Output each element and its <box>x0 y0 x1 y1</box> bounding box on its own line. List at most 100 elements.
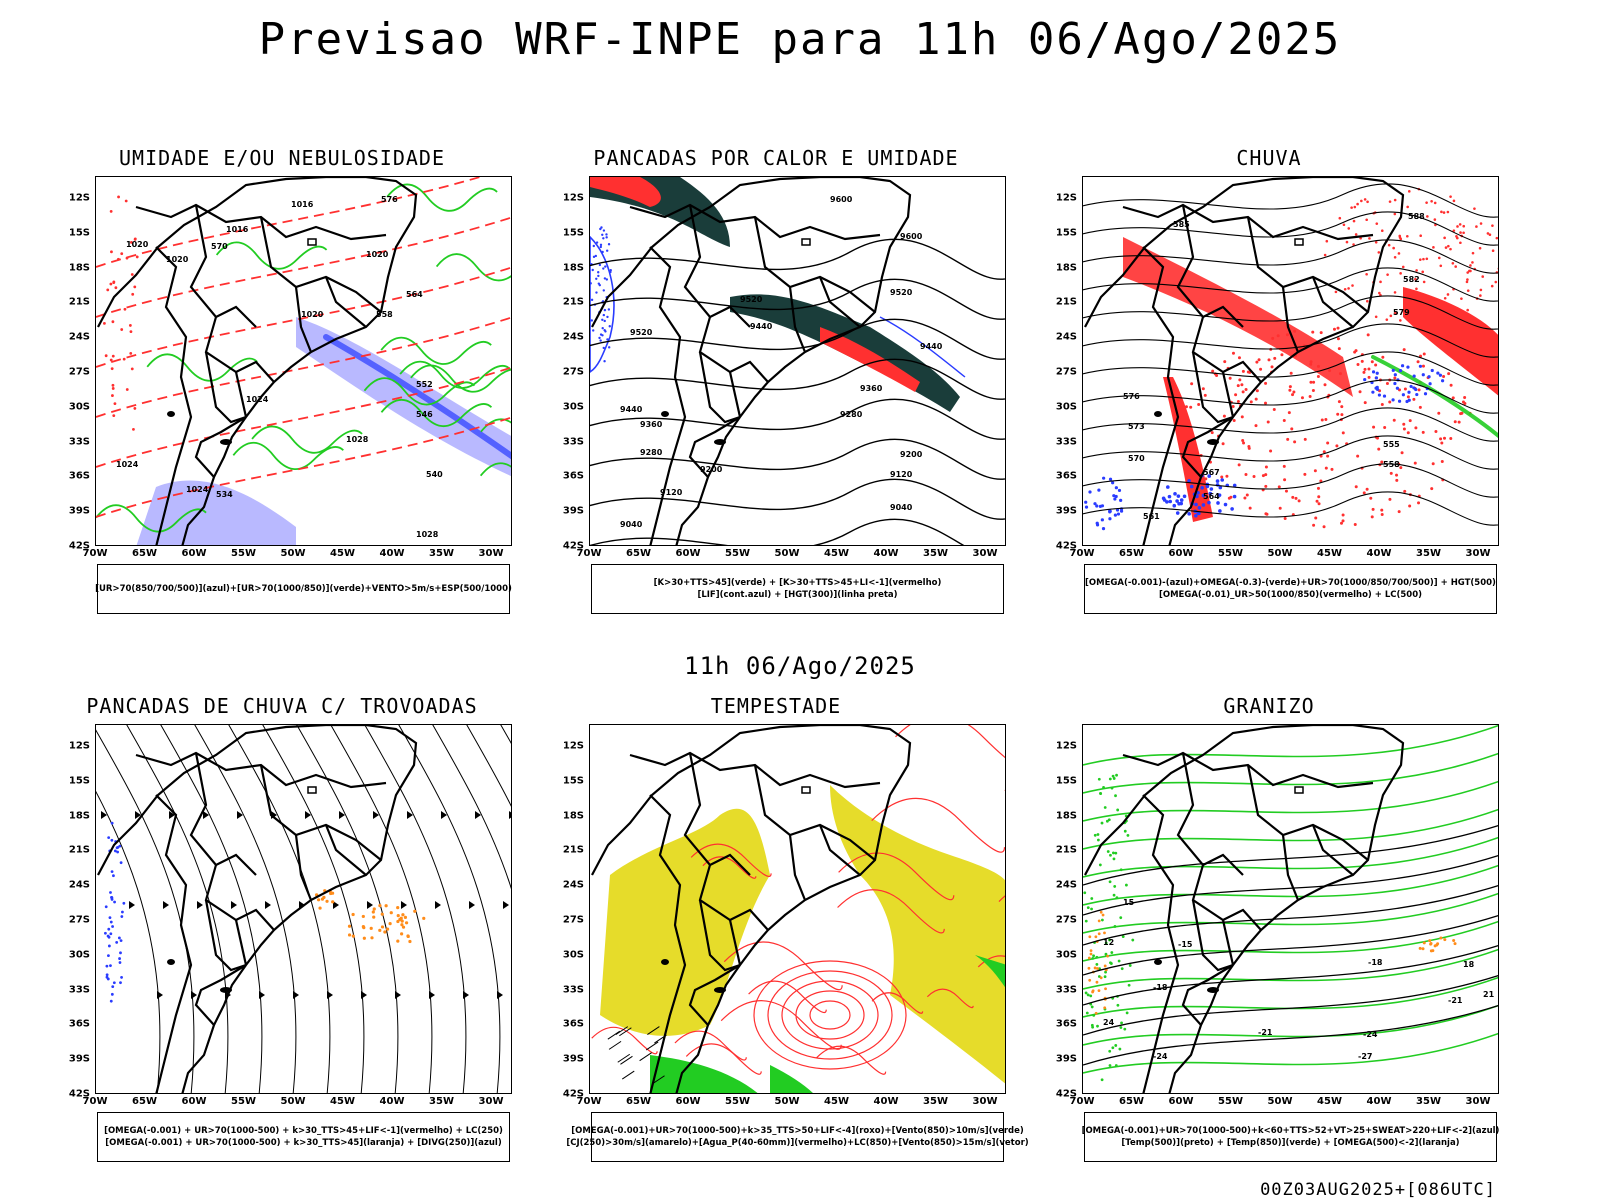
lat-tick-label: 27S <box>68 914 90 926</box>
lon-tick-label: 30W <box>972 1096 998 1107</box>
lat-tick-label: 18S <box>562 262 584 274</box>
lat-tick-label: 39S <box>562 505 584 517</box>
lon-tick-label: 70W <box>576 548 602 559</box>
map-chuva[interactable]: 585 588 582 579 576 573 570 567 564 561 558 555 <box>1082 176 1499 546</box>
lon-tick-label: 55W <box>725 1096 750 1107</box>
lat-axis: 12S 15S 18S 21S 24S 27S 30S 33S 36S 39S 42S <box>1039 176 1081 552</box>
lat-tick-label: 39S <box>1055 1053 1077 1065</box>
lat-tick-label: 36S <box>68 470 90 482</box>
legend-box: [OMEGA(-0.001)-(azul)+OMEGA(-0.3)-(verde… <box>1084 564 1497 614</box>
lat-tick-label: 39S <box>68 1053 90 1065</box>
contour-label: 1024 <box>186 485 209 494</box>
lat-tick-label: 33S <box>562 984 584 996</box>
map-canvas <box>591 725 1005 1093</box>
lat-tick-label: 33S <box>68 984 90 996</box>
map-tempestade[interactable] <box>589 724 1006 1094</box>
legend-line: [OMEGA(-0.01)_UR>50(1000/850)(vermelho) … <box>1158 590 1423 600</box>
legend-line: [LIF](cont.azul) + [HGT(300)](linha pret… <box>697 590 898 600</box>
legend-line: [UR>70(850/700/500)](azul)+[UR>70(1000/8… <box>95 584 512 594</box>
lon-tick-label: 45W <box>824 1096 849 1107</box>
map-pancadas-calor[interactable]: 9600 9600 9520 9520 9520 9440 9440 9440 9360 9360… <box>589 176 1006 546</box>
legend-box: [UR>70(850/700/500)](azul)+[UR>70(1000/8… <box>95 564 512 614</box>
lat-tick-label: 12S <box>68 192 90 204</box>
lat-tick-label: 24S <box>562 879 584 891</box>
lon-tick-label: 65W <box>1119 1096 1144 1107</box>
lon-axis: 70W 65W 60W 55W 50W 45W 40W 35W 30W <box>1070 1096 1499 1110</box>
contour-label: 1020 <box>126 240 149 249</box>
lon-tick-label: 50W <box>774 548 800 559</box>
legend-line: [OMEGA(-0.001) + UR>70(1000-500) + k>30_… <box>105 1138 502 1148</box>
lat-tick-label: 18S <box>1055 262 1077 274</box>
map-canvas: 585 588 582 579 576 573 570 567 564 561 558 555 <box>1083 177 1498 545</box>
lon-axis: 70W 65W 60W 55W 50W 45W 40W 35W 30W <box>577 548 1006 562</box>
panel-title: CHUVA <box>1236 146 1302 170</box>
lat-tick-label: 24S <box>68 331 90 343</box>
contour-label: 1020 <box>166 255 189 264</box>
contour-label: 573 <box>1128 422 1145 431</box>
lat-tick-label: 39S <box>1055 505 1077 517</box>
contour-label: 24 <box>1103 1018 1115 1027</box>
contour-label: -18 <box>1368 958 1383 967</box>
legend-box: [K>30+TTS>45](verde) + [K>30+TTS>45+LI<-… <box>591 564 1004 614</box>
lat-tick-label: 27S <box>68 366 90 378</box>
contour-label: -27 <box>1358 1052 1372 1061</box>
lat-tick-label: 33S <box>562 436 584 448</box>
contour-label: 552 <box>416 380 433 389</box>
lon-tick-label: 55W <box>231 1096 256 1107</box>
contour-label: 1020 <box>366 250 389 259</box>
lon-tick-label: 60W <box>181 1096 207 1107</box>
lat-tick-label: 15S <box>1055 227 1077 239</box>
panel-title: PANCADAS POR CALOR E UMIDADE <box>593 146 959 170</box>
lon-tick-label: 40W <box>379 548 405 559</box>
map-pancadas-trovoadas[interactable] <box>95 724 512 1094</box>
contour-label: 564 <box>1203 492 1220 501</box>
lat-tick-label: 30S <box>68 401 90 413</box>
map-canvas <box>96 725 511 1093</box>
map-granizo[interactable]: -15 -18 -18 -21 -21 -24 -24 -27 12 15 18 21 24 <box>1082 724 1499 1094</box>
contour-label: 9120 <box>660 488 683 497</box>
contour-label: 588 <box>1408 212 1425 221</box>
panel-pancadas-calor: PANCADAS POR CALOR E UMIDADE 12S 15S 18S 21… <box>546 146 1006 636</box>
panel-chuva: CHUVA 12S 15S 18S 21S 24S 27S 30S 33S 36S 39S 42S … <box>1039 146 1499 636</box>
map-umidade[interactable]: 1016 1016 1020 1020 1020 1020 1024 1024 1024 1028… <box>95 176 512 546</box>
lon-tick-label: 30W <box>478 1096 504 1107</box>
contour-label: 1016 <box>226 225 249 234</box>
contour-label: 12 <box>1103 938 1114 947</box>
map-canvas: -15 -18 -18 -21 -21 -24 -24 -27 12 15 18 21 24 <box>1083 725 1498 1093</box>
panel-umidade: UMIDADE E/OU NEBULOSIDADE 12S 15S 18S 21S 24… <box>52 146 512 636</box>
legend-line: [Temp(500)](preto) + [Temp(850)](verde) … <box>1121 1138 1460 1148</box>
lon-tick-label: 45W <box>330 548 355 559</box>
contour-label: 1024 <box>116 460 139 469</box>
lat-tick-label: 24S <box>68 879 90 891</box>
lat-tick-label: 42S <box>562 1088 584 1100</box>
legend-line: [OMEGA(-0.001)+UR>70(1000-500)+k<60+TTS>… <box>1081 1126 1500 1136</box>
lon-tick-label: 70W <box>1069 1096 1095 1107</box>
lat-tick-label: 12S <box>68 740 90 752</box>
lon-tick-label: 40W <box>873 1096 899 1107</box>
lat-tick-label: 27S <box>562 914 584 926</box>
panel-title: UMIDADE E/OU NEBULOSIDADE <box>118 146 446 170</box>
lon-tick-label: 55W <box>231 548 256 559</box>
lon-tick-label: 35W <box>429 1096 454 1107</box>
lat-tick-label: 39S <box>562 1053 584 1065</box>
page-title: Previsao WRF-INPE para 11h 06/Ago/2025 <box>258 14 1342 65</box>
lat-tick-label: 15S <box>68 775 90 787</box>
contour-label: 9200 <box>900 450 923 459</box>
lon-tick-label: 30W <box>972 548 998 559</box>
lat-tick-label: 42S <box>68 540 90 552</box>
lat-axis: 12S 15S 18S 21S 24S 27S 30S 33S 36S 39S 42S <box>52 176 94 552</box>
contour-label: 585 <box>1173 220 1190 229</box>
lon-tick-label: 40W <box>1366 548 1392 559</box>
contour-label: 558 <box>376 310 393 319</box>
lat-tick-label: 30S <box>562 401 584 413</box>
panel-granizo: GRANIZO 12S 15S 18S 21S 24S 27S 30S 33S 36S 39S 42… <box>1039 694 1499 1184</box>
contour-label: 9520 <box>630 328 653 337</box>
lat-axis: 12S 15S 18S 21S 24S 27S 30S 33S 36S 39S 42S <box>546 176 588 552</box>
lon-tick-label: 65W <box>626 548 651 559</box>
lon-tick-label: 40W <box>379 1096 405 1107</box>
lat-tick-label: 21S <box>1055 296 1077 308</box>
contour-label: 540 <box>426 470 443 479</box>
lon-axis: 70W 65W 60W 55W 50W 45W 40W 35W 30W <box>577 1096 1006 1110</box>
contour-label: 9440 <box>620 405 643 414</box>
lat-tick-label: 21S <box>1055 844 1077 856</box>
